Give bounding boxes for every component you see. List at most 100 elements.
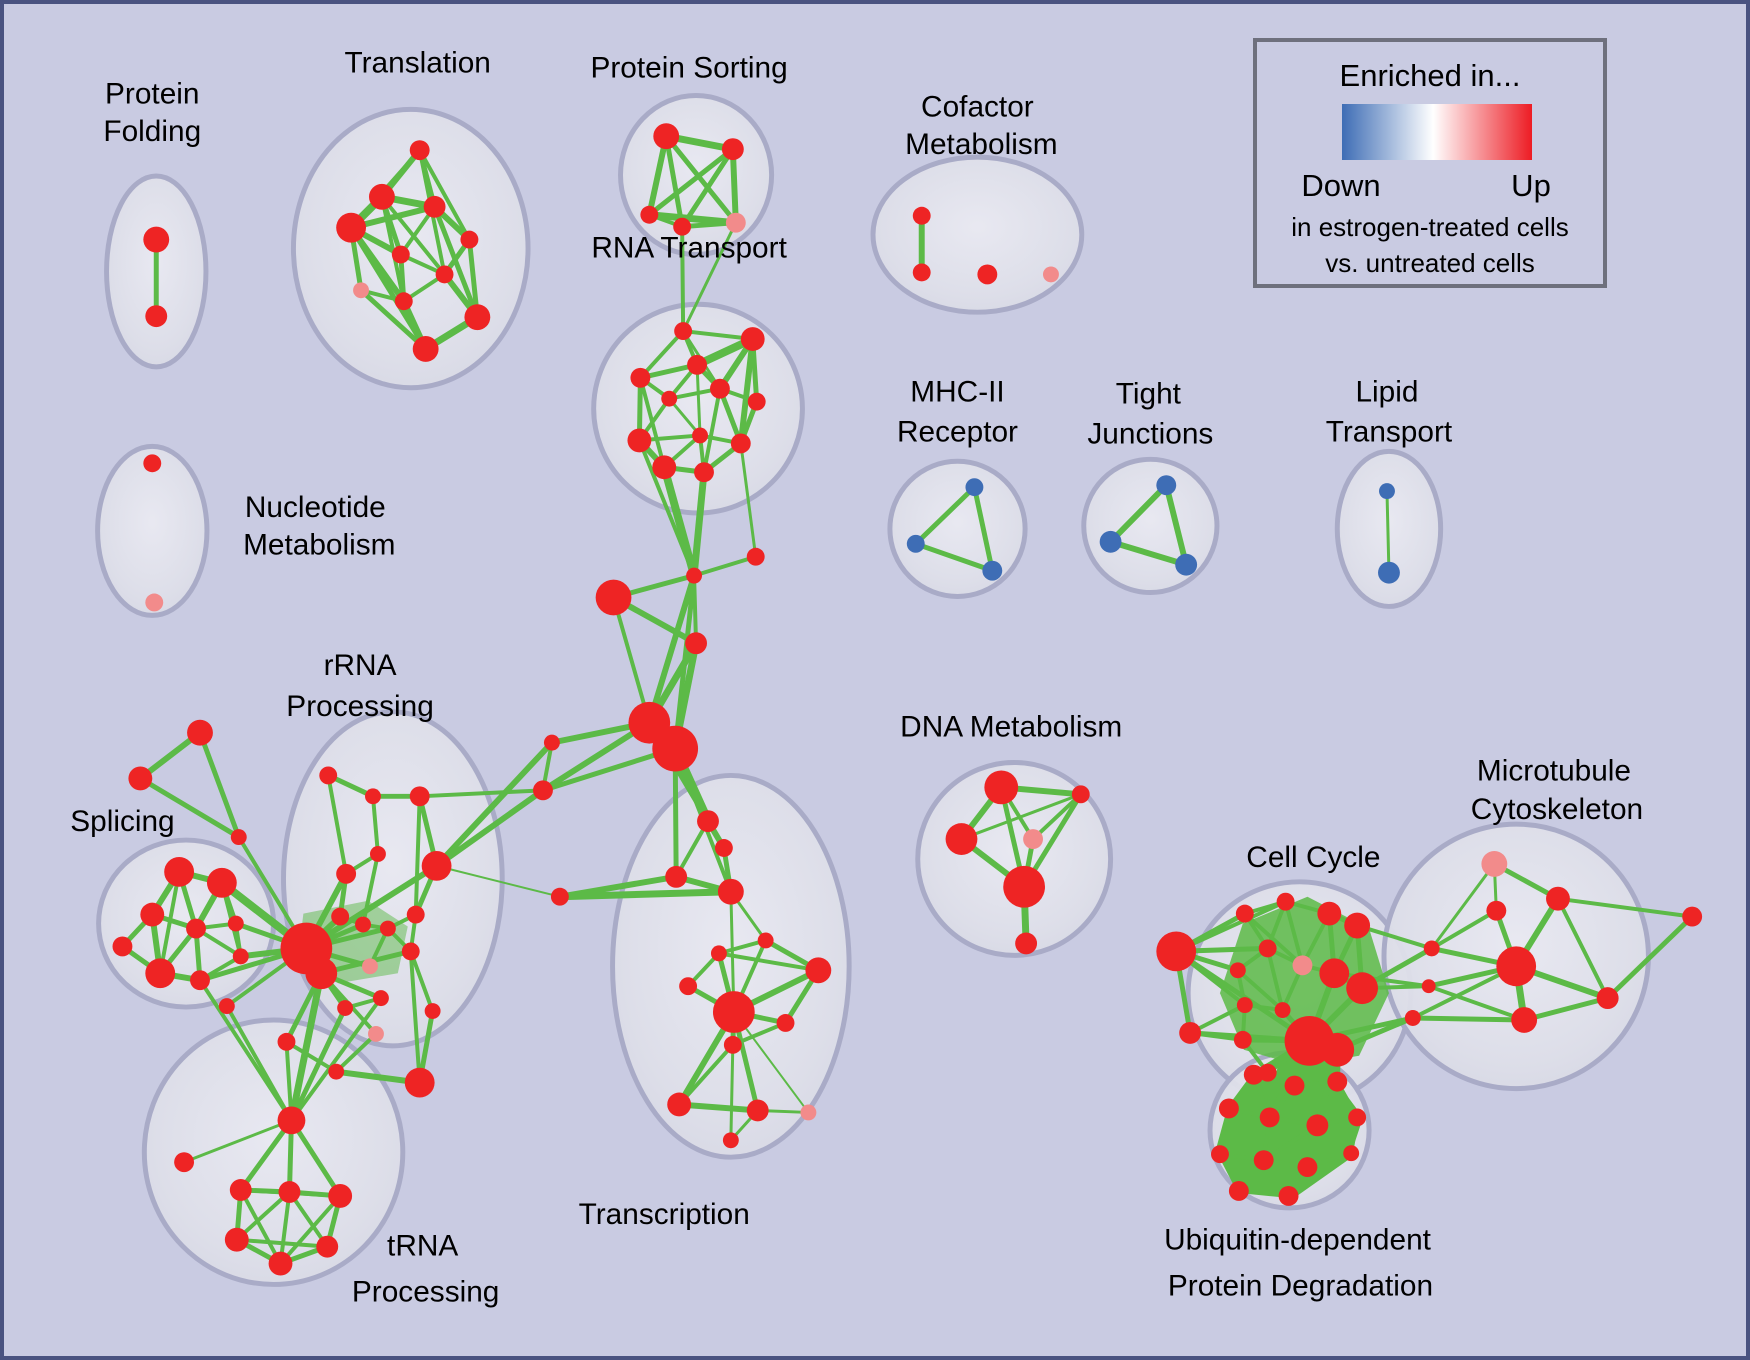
legend-caption-line1: in estrogen-treated cells (1291, 212, 1569, 242)
node-rt6 (661, 390, 678, 407)
edge-rr18-rr17 (334, 1031, 378, 1074)
edge-tx4-tx5 (556, 888, 735, 901)
node-lp2 (1378, 561, 1400, 584)
node-uq11 (1343, 1145, 1360, 1162)
node-uq12 (1228, 1181, 1249, 1201)
edge-tj2-tj3 (1107, 538, 1190, 568)
cluster-label-lipid-transport-line1: Lipid (1355, 376, 1418, 409)
node-cc2 (1276, 892, 1295, 911)
edge-ps1-ps5 (663, 133, 739, 226)
node-cc8 (1319, 958, 1350, 989)
node-rt11 (652, 455, 677, 480)
node-tn1 (277, 1106, 306, 1135)
node-tx10 (805, 957, 832, 984)
node-dm6 (1015, 932, 1038, 955)
edge-cx6-cx8 (540, 746, 678, 793)
node-rt2 (740, 327, 765, 351)
cluster-label-translation: Translation (345, 47, 491, 80)
edge-cx8-rr3 (417, 788, 545, 799)
node-cc11 (1274, 1002, 1291, 1018)
node-tl1 (409, 140, 430, 161)
node-mh3 (982, 560, 1003, 581)
node-rrH2 (305, 957, 338, 990)
node-tx6 (757, 932, 774, 949)
node-cf4 (1043, 266, 1059, 283)
node-rt9 (730, 433, 751, 454)
edge-cc5-cc11 (1265, 946, 1285, 1013)
cluster-label-mhc-ii-receptor-line1: MHC-II (910, 376, 1004, 409)
edge-tn3-tn8 (238, 1187, 283, 1266)
edge-tl5-tl10 (466, 237, 480, 320)
node-cc3 (1317, 901, 1342, 926)
node-sp1 (164, 856, 195, 887)
edge-cx7-rr6 (433, 739, 555, 869)
node-rt8 (627, 428, 652, 453)
cluster-bubble-cofactor-metabolism (870, 154, 1085, 315)
node-sp6 (145, 958, 176, 989)
node-mh1 (965, 478, 984, 497)
node-ps5 (725, 212, 746, 233)
node-tn2 (174, 1152, 195, 1173)
node-tl6 (391, 245, 410, 264)
node-cx6 (652, 725, 699, 772)
node-tl4 (336, 212, 367, 243)
node-cc1 (1235, 904, 1254, 923)
node-cn1 (1423, 940, 1440, 957)
node-cx7 (543, 734, 560, 751)
cluster-bubble-tight-junctions (1081, 456, 1220, 596)
node-cc10 (1236, 997, 1253, 1014)
node-tg3 (230, 829, 247, 846)
node-uq8 (1211, 1145, 1229, 1164)
node-rt4 (630, 367, 651, 388)
node-tl9 (394, 292, 413, 311)
edge-cx1-cx3 (692, 554, 758, 578)
node-tn5 (328, 1184, 353, 1208)
node-ccL1 (1156, 931, 1197, 972)
edge-rt9-cx3 (739, 441, 758, 559)
node-sp3 (140, 902, 165, 927)
node-rt10 (692, 427, 708, 444)
node-mh2 (906, 534, 925, 553)
edge-rr15-rr12 (408, 949, 435, 1014)
node-rr16 (277, 1032, 296, 1051)
node-ps3 (640, 205, 659, 224)
cluster-bubble-trna-processing (141, 1017, 406, 1287)
edge-tn1-tn2 (182, 1118, 293, 1164)
cluster-label-ubiquitin-degradation-line2: Protein Degradation (1168, 1269, 1433, 1302)
edge-rt12-cx1 (690, 468, 708, 580)
node-tx3 (665, 865, 688, 888)
node-tx1 (697, 810, 719, 833)
node-cf1 (912, 206, 931, 225)
cluster-label-protein-sorting: Protein Sorting (590, 52, 787, 85)
edge-dm2-dm4 (1031, 792, 1083, 842)
edge-tx12-tx16 (729, 1043, 735, 1142)
legend-down-label: Down (1301, 168, 1381, 203)
node-cx8 (533, 780, 553, 801)
legend-box: Enriched in... Down Up in estrogen-treat… (1253, 38, 1607, 288)
node-cc4 (1344, 912, 1371, 939)
cluster-label-microtubule-cytoskeleton-line1: Microtubule (1477, 754, 1631, 787)
cluster-label-ubiquitin-degradation-line1: Ubiquitin-dependent (1164, 1224, 1432, 1257)
node-tx11 (776, 1014, 795, 1032)
node-tx4 (550, 887, 569, 906)
edge-tl8-tl11 (358, 287, 429, 352)
cluster-label-nucleotide-metabolism-line1: Nucleotide (245, 491, 386, 524)
node-ccL2 (1179, 1021, 1202, 1044)
cluster-label-protein-folding-line2: Folding (103, 115, 201, 148)
edge-tn4-tn8 (278, 1189, 292, 1266)
node-pf1 (143, 226, 170, 253)
node-tn4 (278, 1181, 301, 1203)
node-cx4 (685, 632, 707, 655)
edge-ps1-ps4 (663, 133, 685, 230)
node-rr1 (319, 766, 338, 785)
cluster-label-transcription: Transcription (579, 1198, 750, 1231)
node-mt5 (1511, 1007, 1538, 1033)
node-rr13 (372, 990, 389, 1007)
edge-rr1-rr5 (326, 773, 349, 876)
node-sp5 (227, 915, 244, 932)
edge-rt8-cx1 (637, 438, 697, 578)
edge-mh2-mh3 (913, 541, 995, 574)
edge-tn4-tn7 (287, 1189, 330, 1249)
node-tl11 (412, 336, 439, 362)
edge-cc7-cc11 (1235, 968, 1285, 1013)
